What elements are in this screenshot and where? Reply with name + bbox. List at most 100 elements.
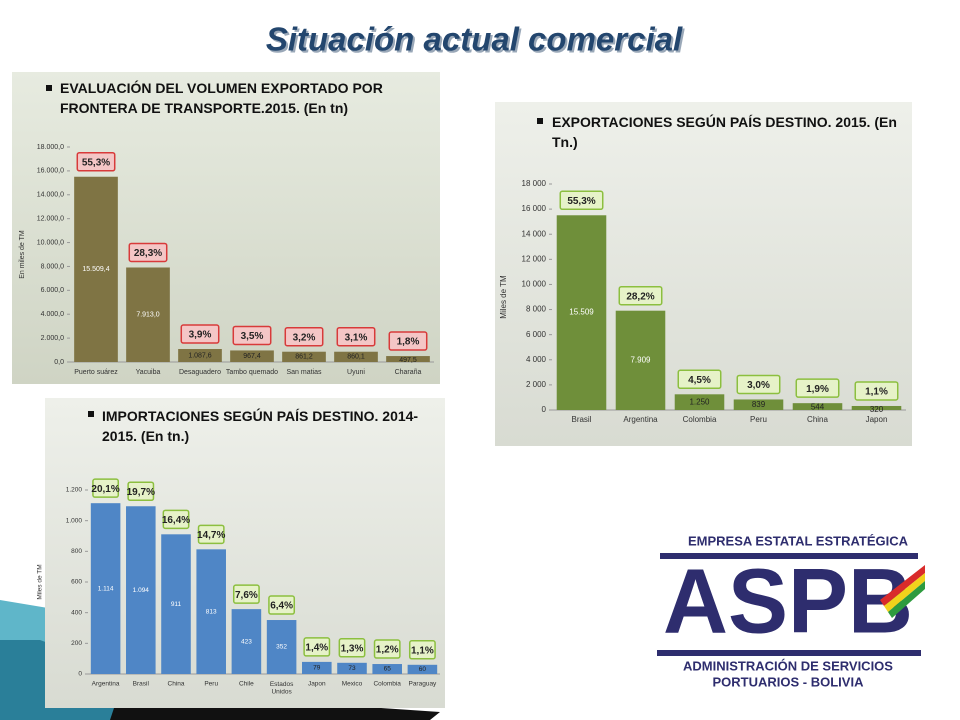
value-label: 1.250 xyxy=(689,397,710,406)
x-tick-label: Puerto suárez xyxy=(74,369,118,376)
x-tick-label: Tambo quemado xyxy=(226,369,278,376)
bar xyxy=(792,403,843,410)
x-tick-label: China xyxy=(807,415,828,424)
x-tick-label: Chile xyxy=(239,681,254,688)
percent-label: 7,6% xyxy=(235,590,258,601)
percent-box xyxy=(128,242,168,263)
percent-label: 19,7% xyxy=(127,487,155,498)
bar xyxy=(230,350,274,362)
flag xyxy=(884,573,925,612)
bar xyxy=(161,534,191,674)
bar xyxy=(372,664,402,674)
value-label: 860,1 xyxy=(347,354,365,361)
logo-band xyxy=(660,553,918,559)
x-tick-label: Peru xyxy=(750,415,767,424)
bar xyxy=(556,215,607,410)
y-tick-label: 4.000,0 xyxy=(41,311,64,318)
value-label: 1.094 xyxy=(133,587,150,594)
x-tick-label: China xyxy=(168,681,185,688)
y-tick-label: 8.000,0 xyxy=(41,263,64,270)
bar xyxy=(337,662,367,674)
bar xyxy=(334,351,378,362)
y-tick-label: 16 000 xyxy=(522,204,547,213)
logo-band xyxy=(657,650,921,656)
y-tick-label: 18 000 xyxy=(522,179,547,188)
percent-box xyxy=(373,639,401,659)
percent-box xyxy=(232,584,260,604)
bar xyxy=(90,503,121,674)
value-label: 15.509,4 xyxy=(82,266,109,273)
y-tick-label: 600 xyxy=(71,579,82,586)
bar xyxy=(126,506,156,674)
value-label: 1.087,6 xyxy=(188,352,211,359)
x-tick-label: Japon xyxy=(308,681,326,688)
y-tick-label: 10 000 xyxy=(522,280,547,289)
percent-label: 1,4% xyxy=(305,643,328,654)
logo-top: EMPRESA ESTATAL ESTRATÉGICA xyxy=(688,533,909,548)
value-label: 65 xyxy=(384,666,392,673)
percent-label: 16,4% xyxy=(162,515,190,526)
x-tick-label: Japon xyxy=(866,415,888,424)
value-label: 7.909 xyxy=(630,355,651,364)
x-tick-label: Desaguadero xyxy=(179,369,221,376)
x-tick-label: Charaña xyxy=(395,369,422,376)
flag xyxy=(888,581,925,618)
y-tick-label: 6 000 xyxy=(526,330,547,339)
y-axis-label: Miles de TM xyxy=(37,564,44,599)
logo-letters: ASPB xyxy=(663,550,913,652)
percent-label: 3,2% xyxy=(293,332,316,343)
y-tick-label: 8 000 xyxy=(526,305,547,314)
y-tick-label: 16.000,0 xyxy=(37,168,64,175)
y-tick-label: 12.000,0 xyxy=(37,216,64,223)
bar xyxy=(615,310,666,410)
bar xyxy=(733,399,784,410)
x-tick-label: Peru xyxy=(204,681,218,688)
x-tick-label: Yacuiba xyxy=(136,369,161,376)
percent-label: 20,1% xyxy=(91,484,119,495)
panel-title: EXPORTACIONES SEGÚN PAÍS DESTINO. 2015. … xyxy=(552,114,897,150)
percent-box xyxy=(180,324,220,344)
y-tick-label: 2 000 xyxy=(526,380,547,389)
percent-box xyxy=(408,640,436,660)
percent-box xyxy=(795,378,840,398)
percent-box xyxy=(197,524,225,545)
percent-box xyxy=(92,478,120,498)
percent-label: 1,9% xyxy=(806,384,829,395)
percent-box xyxy=(162,509,190,530)
value-label: 79 xyxy=(313,665,321,672)
value-label: 813 xyxy=(206,608,217,615)
x-tick-label: Uyuni xyxy=(347,369,365,376)
x-tick-label: Colombia xyxy=(373,681,401,688)
value-label: 839 xyxy=(752,400,766,409)
bullet xyxy=(537,118,543,124)
bar xyxy=(302,661,332,674)
panel-title: IMPORTACIONES SEGÚN PAÍS DESTINO. 2014-2… xyxy=(102,408,419,444)
value-label: 320 xyxy=(870,405,884,414)
bar xyxy=(282,351,326,362)
percent-box xyxy=(268,595,296,615)
y-tick-label: 10.000,0 xyxy=(37,239,64,246)
flag xyxy=(880,565,925,606)
percent-label: 1,2% xyxy=(376,645,399,656)
value-label: 73 xyxy=(348,665,356,672)
percent-label: 1,8% xyxy=(397,337,420,348)
percent-label: 3,5% xyxy=(241,331,264,342)
percent-box xyxy=(388,331,428,351)
percent-box xyxy=(127,481,155,502)
percent-label: 55,3% xyxy=(82,157,110,168)
bullet xyxy=(88,411,94,417)
y-tick-label: 18.000,0 xyxy=(37,144,64,151)
bar xyxy=(266,620,297,674)
x-tick-label: Paraguay xyxy=(408,681,437,688)
title-shadow: Situación actual comercial xyxy=(268,23,685,60)
y-tick-label: 0 xyxy=(542,405,547,414)
x-tick-label: San matias xyxy=(286,369,322,376)
percent-label: 28,3% xyxy=(134,248,162,259)
percent-label: 14,7% xyxy=(197,530,225,541)
y-tick-label: 0,0 xyxy=(54,359,64,366)
percent-box xyxy=(736,374,781,395)
value-label: 497,5 xyxy=(399,357,417,364)
logo: EMPRESA ESTATAL ESTRATÉGICA ASPB ADMINIS… xyxy=(657,533,925,689)
bar xyxy=(674,394,725,410)
